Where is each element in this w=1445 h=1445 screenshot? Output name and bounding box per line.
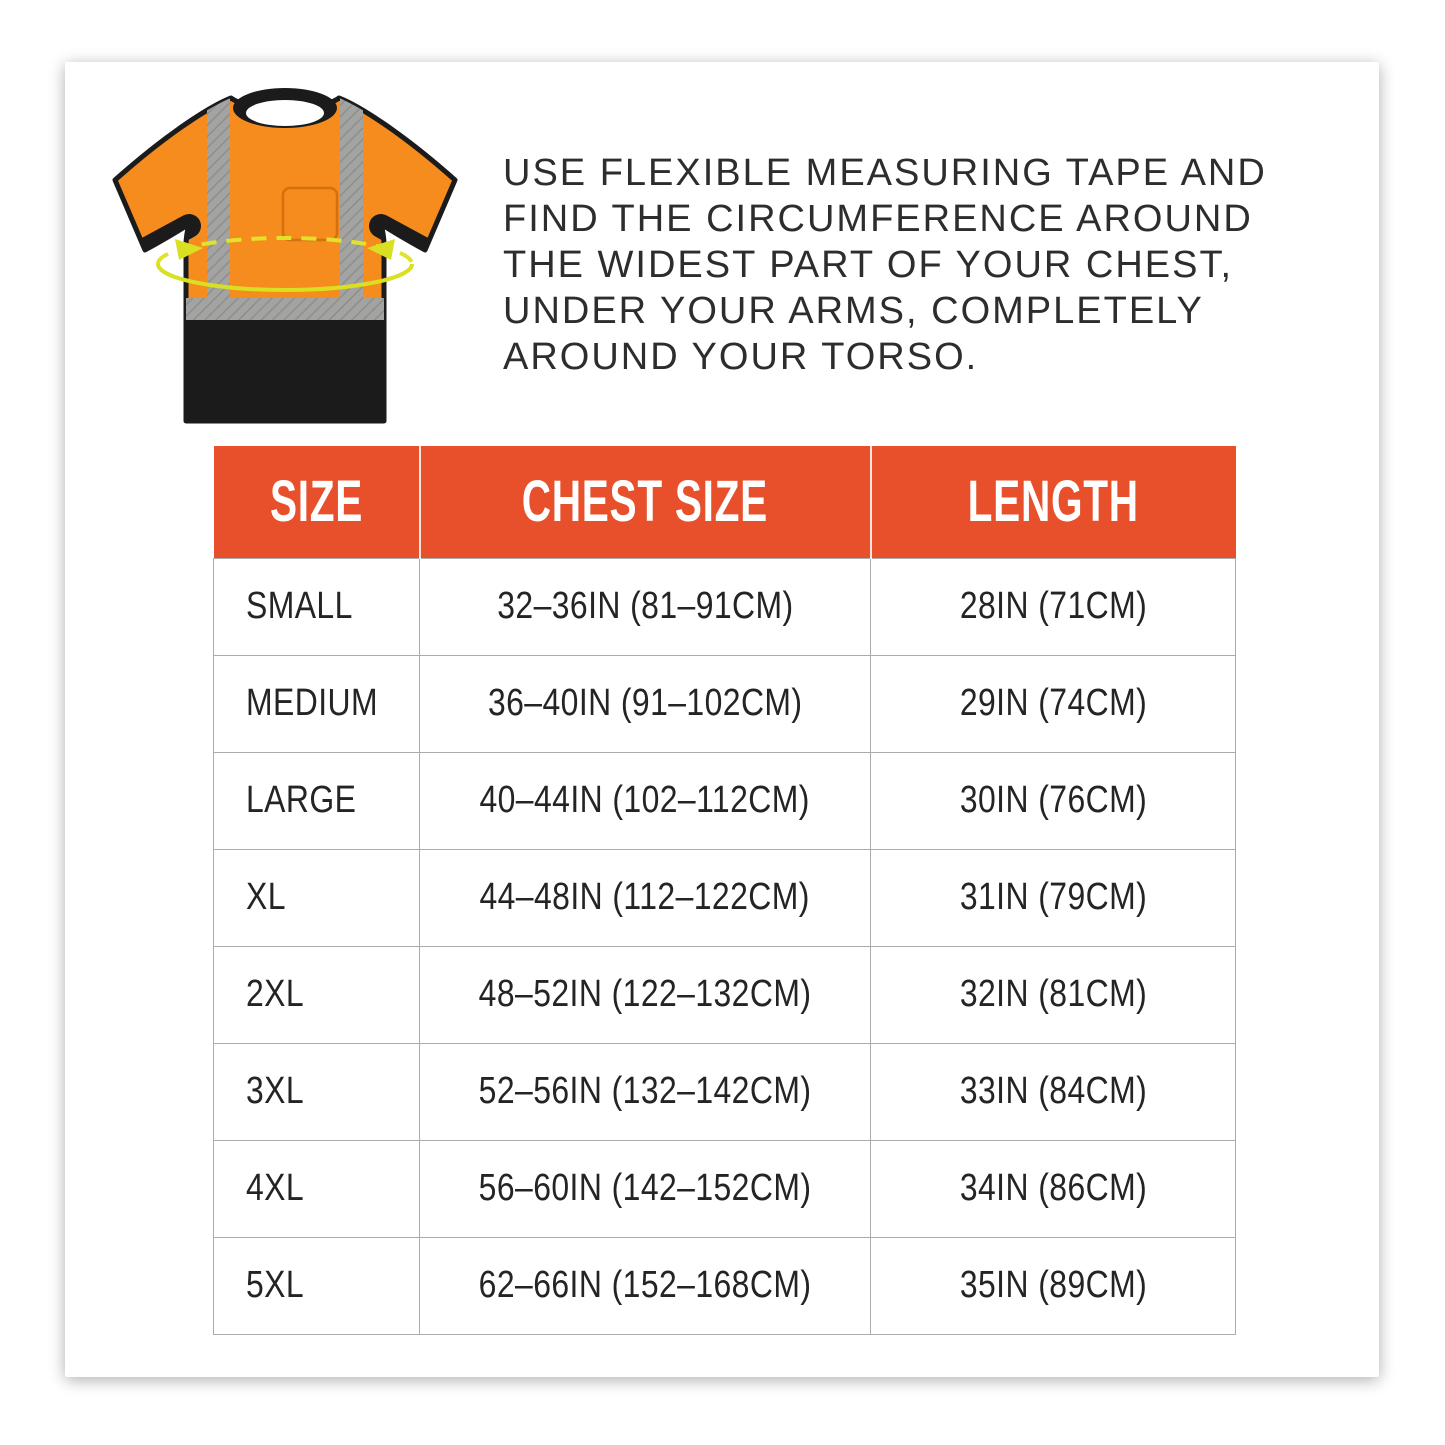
- length-cell-text: 28IN (71CM): [959, 585, 1147, 627]
- tape-arrow-right: [367, 239, 395, 260]
- instruction-line-2: FIND THE CIRCUMFERENCE AROUND: [503, 198, 1253, 240]
- table-row: LARGE 40–44IN (102–112CM) 30IN (76CM): [213, 751, 1236, 850]
- col-header-size: SIZE: [213, 446, 420, 558]
- instruction-line-3: THE WIDEST PART OF YOUR CHEST,: [503, 244, 1234, 286]
- chest-size-cell: 56–60IN (142–152CM): [419, 1139, 871, 1238]
- header-row: SIZE CHEST SIZE LENGTH: [213, 446, 1236, 558]
- length-cell: 33IN (84CM): [870, 1042, 1236, 1141]
- length-cell-text: 30IN (76CM): [959, 779, 1147, 821]
- col-header-length-text: LENGTH: [967, 469, 1140, 535]
- size-cell: SMALL: [213, 557, 420, 656]
- table-row: XL 44–48IN (112–122CM) 31IN (79CM): [213, 848, 1236, 947]
- length-cell: 34IN (86CM): [870, 1139, 1236, 1238]
- col-header-chest-size: CHEST SIZE: [418, 446, 871, 558]
- size-cell: LARGE: [213, 751, 420, 850]
- table-row: MEDIUM 36–40IN (91–102CM) 29IN (74CM): [213, 654, 1236, 753]
- length-cell: 29IN (74CM): [870, 654, 1236, 753]
- length-cell-text: 34IN (86CM): [959, 1167, 1147, 1209]
- chest-size-cell: 48–52IN (122–132CM): [419, 945, 871, 1044]
- instruction-line-5: AROUND YOUR TORSO.: [503, 336, 979, 378]
- shirt-bottom-panel: [183, 320, 387, 421]
- length-cell-text: 35IN (89CM): [959, 1264, 1147, 1306]
- size-cell-text: 4XL: [246, 1167, 305, 1209]
- instruction-line-4: UNDER YOUR ARMS, COMPLETELY: [503, 290, 1204, 332]
- chest-size-cell: 52–56IN (132–142CM): [419, 1042, 871, 1141]
- size-cell: 2XL: [213, 945, 420, 1044]
- reflective-stripe-right: [340, 98, 363, 300]
- hi-vis-shirt-icon: [112, 88, 458, 424]
- chest-size-cell: 44–48IN (112–122CM): [419, 848, 871, 947]
- size-cell: 3XL: [213, 1042, 420, 1141]
- chest-size-cell-text: 52–56IN (132–142CM): [478, 1070, 812, 1112]
- size-table-body: SMALL 32–36IN (81–91CM) 28IN (71CM) MEDIUM 3…: [213, 557, 1236, 1335]
- length-cell: 31IN (79CM): [870, 848, 1236, 947]
- size-cell-text: LARGE: [246, 779, 357, 821]
- chest-size-cell: 40–44IN (102–112CM): [419, 751, 871, 850]
- table-row: 3XL 52–56IN (132–142CM) 33IN (84CM): [213, 1042, 1236, 1141]
- measuring-instructions: USE FLEXIBLE MEASURING TAPE AND FIND THE…: [503, 150, 1283, 380]
- col-header-size-text: SIZE: [269, 469, 363, 535]
- size-cell-text: 2XL: [246, 973, 305, 1015]
- size-cell-text: 3XL: [246, 1070, 305, 1112]
- tape-arrow-left: [175, 239, 203, 260]
- size-cell-text: MEDIUM: [246, 682, 378, 724]
- size-cell-text: SMALL: [246, 585, 353, 627]
- table-row: 2XL 48–52IN (122–132CM) 32IN (81CM): [213, 945, 1236, 1044]
- instruction-line-1: USE FLEXIBLE MEASURING TAPE AND: [503, 152, 1267, 194]
- length-cell-text: 31IN (79CM): [959, 876, 1147, 918]
- shirt-illustration: [85, 88, 485, 436]
- size-cell: 4XL: [213, 1139, 420, 1238]
- table-row: 5XL 62–66IN (152–168CM) 35IN (89CM): [213, 1236, 1236, 1335]
- measuring-tape-icon: [156, 236, 414, 292]
- chest-size-cell-text: 44–48IN (112–122CM): [479, 876, 811, 918]
- chest-size-cell: 62–66IN (152–168CM): [419, 1236, 871, 1335]
- length-cell-text: 29IN (74CM): [959, 682, 1147, 724]
- size-table: SIZE CHEST SIZE LENGTH SMALL 32–36IN (81–…: [213, 446, 1236, 1335]
- length-cell-text: 32IN (81CM): [959, 973, 1147, 1015]
- table-row: SMALL 32–36IN (81–91CM) 28IN (71CM): [213, 557, 1236, 656]
- chest-size-cell: 36–40IN (91–102CM): [419, 654, 871, 753]
- size-cell: 5XL: [213, 1236, 420, 1335]
- chest-size-cell-text: 36–40IN (91–102CM): [487, 682, 803, 724]
- size-cell-text: 5XL: [246, 1264, 305, 1306]
- chest-size-cell-text: 62–66IN (152–168CM): [478, 1264, 812, 1306]
- chest-size-cell-text: 56–60IN (142–152CM): [478, 1167, 812, 1209]
- collar-inner: [246, 100, 324, 126]
- size-cell-text: XL: [246, 876, 286, 918]
- size-cell: XL: [213, 848, 420, 947]
- size-cell: MEDIUM: [213, 654, 420, 753]
- length-cell: 32IN (81CM): [870, 945, 1236, 1044]
- chest-size-cell-text: 32–36IN (81–91CM): [496, 585, 794, 627]
- size-chart-card: USE FLEXIBLE MEASURING TAPE AND FIND THE…: [65, 62, 1379, 1377]
- col-header-chest-size-text: CHEST SIZE: [521, 469, 769, 535]
- reflective-stripe-left: [207, 98, 230, 300]
- length-cell: 28IN (71CM): [870, 557, 1236, 656]
- length-cell: 30IN (76CM): [870, 751, 1236, 850]
- col-header-length: LENGTH: [869, 446, 1236, 558]
- chest-size-cell-text: 40–44IN (102–112CM): [479, 779, 811, 821]
- chest-size-cell: 32–36IN (81–91CM): [419, 557, 871, 656]
- chest-size-cell-text: 48–52IN (122–132CM): [478, 973, 812, 1015]
- size-table-header: SIZE CHEST SIZE LENGTH: [213, 446, 1236, 558]
- reflective-band: [183, 298, 387, 320]
- length-cell: 35IN (89CM): [870, 1236, 1236, 1335]
- length-cell-text: 33IN (84CM): [959, 1070, 1147, 1112]
- table-row: 4XL 56–60IN (142–152CM) 34IN (86CM): [213, 1139, 1236, 1238]
